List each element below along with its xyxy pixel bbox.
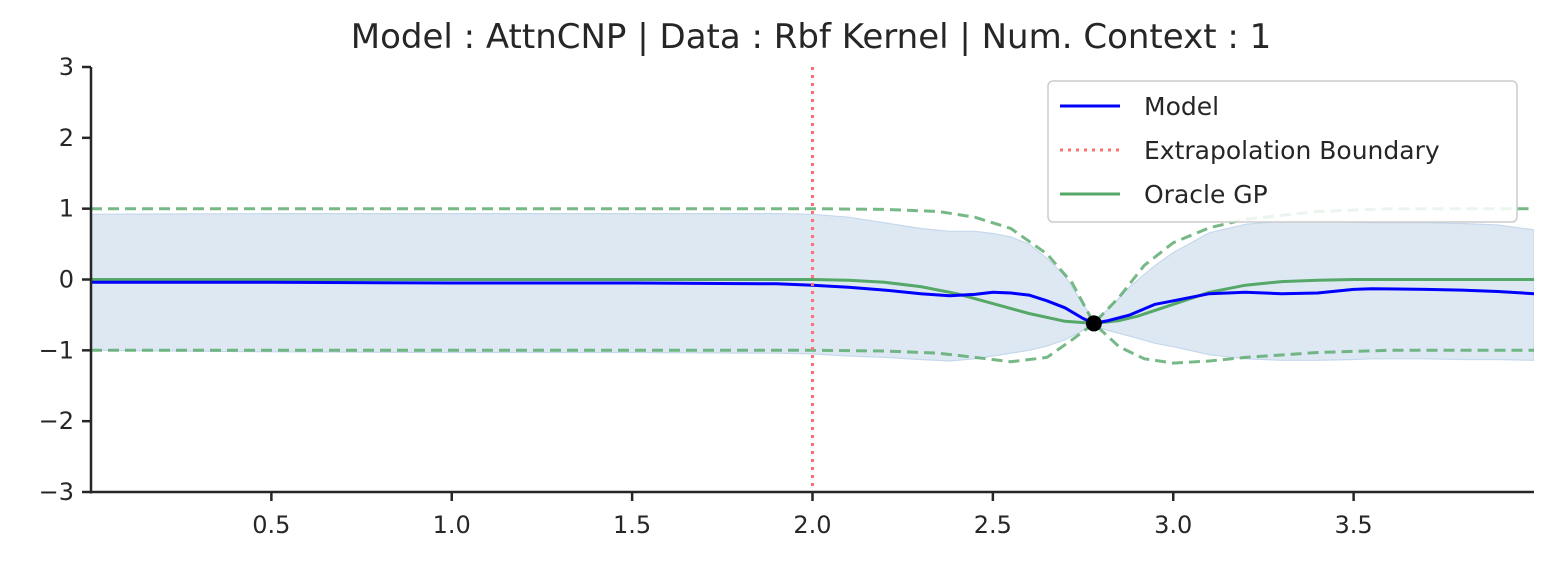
model-std-band bbox=[91, 213, 1534, 362]
x-tick-label: 2.0 bbox=[793, 511, 831, 539]
x-tick-label: 0.5 bbox=[252, 511, 290, 539]
y-tick-label: 2 bbox=[59, 124, 74, 152]
x-tick-label: 3.0 bbox=[1154, 511, 1192, 539]
chart-title: Model : AttnCNP | Data : Rbf Kernel | Nu… bbox=[351, 17, 1272, 57]
legend: Model Extrapolation Boundary Oracle GP bbox=[1047, 80, 1518, 223]
y-tick-label: 1 bbox=[59, 195, 74, 223]
model-line bbox=[91, 280, 1534, 325]
y-tick-label: −3 bbox=[39, 478, 74, 506]
legend-box bbox=[1047, 80, 1518, 223]
x-tick-label: 2.5 bbox=[974, 511, 1012, 539]
y-tick-label: −2 bbox=[39, 407, 74, 435]
x-tick-label: 1.5 bbox=[613, 511, 651, 539]
y-tick-label: 0 bbox=[59, 266, 74, 294]
y-tick-label: −1 bbox=[39, 336, 74, 364]
y-tick-label: 3 bbox=[59, 53, 74, 81]
x-tick-label: 1.0 bbox=[433, 511, 471, 539]
legend-label: Oracle GP bbox=[1144, 180, 1268, 209]
context-point bbox=[1085, 315, 1102, 332]
legend-label: Extrapolation Boundary bbox=[1144, 136, 1440, 165]
oracle-gp-line bbox=[91, 278, 1534, 325]
x-tick-label: 3.5 bbox=[1335, 511, 1373, 539]
legend-label: Model bbox=[1144, 92, 1219, 121]
axes: 3 2 1 0 −1 −2 −3 0.5 1.0 1.5 2.0 2.5 3.0 3.5 bbox=[39, 53, 1534, 539]
